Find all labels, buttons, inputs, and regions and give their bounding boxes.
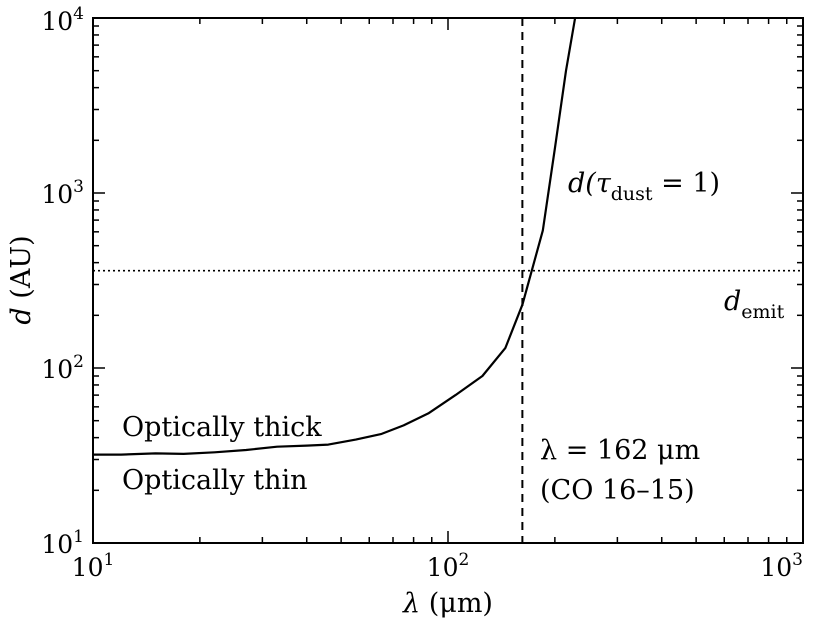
y-tick-label-10-2: 102: [41, 352, 84, 384]
y-tick-label-10-4: 104: [41, 4, 84, 36]
curve-label: d(τdust = 1): [568, 168, 720, 205]
y-tick-label-10-1: 101: [41, 527, 84, 559]
transition-annotation: (CO 16–15): [540, 475, 695, 506]
d-emit-label: demit: [724, 286, 785, 323]
y-tick-label-10-3: 103: [41, 177, 84, 209]
x-tick-label-10-1: 101: [72, 550, 115, 582]
x-tick-label-10-3: 103: [760, 550, 803, 582]
x-axis-label: λ (μm): [402, 588, 493, 619]
axis-ticks: [92, 17, 804, 544]
tau-dust-curve: [93, 17, 577, 456]
y-axis-label: d (AU): [6, 235, 37, 324]
wavelength-annotation: λ = 162 μm: [540, 435, 700, 466]
optically-thin-label: Optically thin: [122, 465, 308, 496]
optically-thick-label: Optically thick: [122, 412, 322, 443]
x-tick-label-10-2: 102: [427, 550, 470, 582]
